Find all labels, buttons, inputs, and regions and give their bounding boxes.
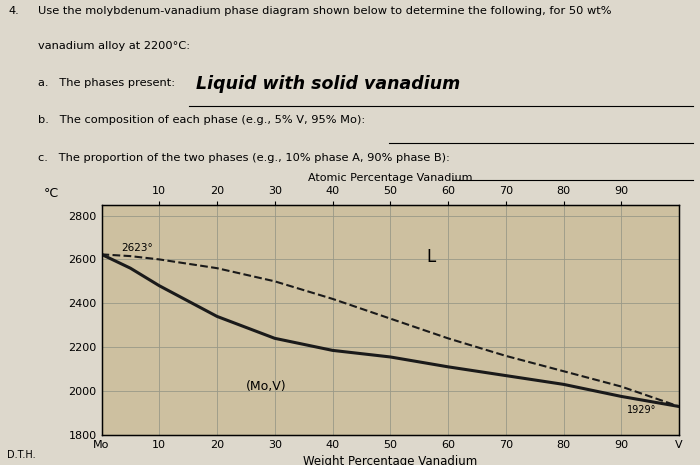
Text: 2623°: 2623° [122, 243, 153, 253]
Text: Liquid with solid vanadium: Liquid with solid vanadium [196, 75, 461, 93]
Text: c.   The proportion of the two phases (e.g., 10% phase A, 90% phase B):: c. The proportion of the two phases (e.g… [38, 153, 450, 163]
Text: (Mo,V): (Mo,V) [246, 380, 286, 393]
X-axis label: Weight Percentage Vanadium: Weight Percentage Vanadium [303, 455, 477, 465]
Text: °C: °C [43, 187, 59, 200]
Text: a.   The phases present:: a. The phases present: [38, 78, 176, 88]
Text: b.   The composition of each phase (e.g., 5% V, 95% Mo):: b. The composition of each phase (e.g., … [38, 115, 365, 126]
Text: D.T.H.: D.T.H. [7, 450, 36, 460]
Text: vanadium alloy at 2200°C:: vanadium alloy at 2200°C: [38, 41, 190, 51]
Text: L: L [426, 248, 435, 266]
Text: 4.: 4. [8, 6, 19, 16]
Text: 1929°: 1929° [627, 405, 657, 414]
Text: Use the molybdenum-vanadium phase diagram shown below to determine the following: Use the molybdenum-vanadium phase diagra… [38, 6, 612, 16]
X-axis label: Atomic Percentage Vanadium: Atomic Percentage Vanadium [308, 173, 472, 183]
